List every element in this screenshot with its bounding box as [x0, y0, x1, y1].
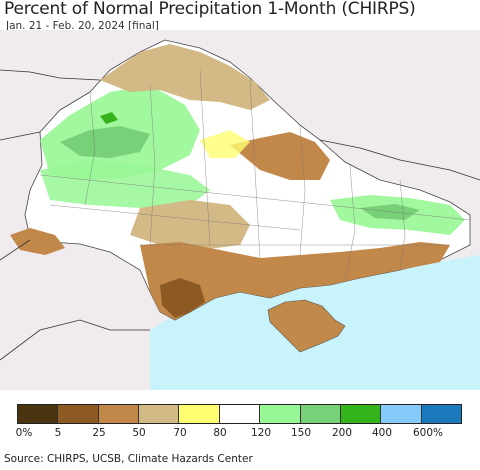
- neighbour-border-north: [0, 69, 480, 361]
- legend-labels: 0% 5 25 50 70 80 120 150 200 400 600%: [0, 427, 480, 441]
- legend-label: 0%: [15, 427, 33, 439]
- legend-label: 70: [173, 427, 187, 439]
- legend-swatch: [18, 405, 59, 423]
- legend-label: 150: [290, 427, 312, 439]
- crimea-peninsula: [267, 299, 346, 353]
- dry-region-northeast: [230, 132, 330, 180]
- legend-label: 25: [92, 427, 106, 439]
- legend-swatch: [421, 405, 461, 423]
- legend-color-bar: [17, 404, 462, 424]
- wet-region-east-dark: [360, 204, 420, 220]
- wet-spot: [100, 112, 118, 124]
- legend-swatch: [98, 405, 140, 423]
- legend-swatch: [340, 405, 382, 423]
- wet-region-northwest-dark: [60, 126, 150, 158]
- legend-swatch: [139, 405, 180, 423]
- legend-label: 200: [331, 427, 353, 439]
- legend-label: 120: [250, 427, 272, 439]
- dry-region-central: [130, 200, 250, 250]
- legend-swatch: [381, 405, 422, 423]
- precipitation-map: [0, 30, 480, 390]
- legend-label: 80: [213, 427, 227, 439]
- map-subtitle: Jan. 21 - Feb. 20, 2024 [final]: [6, 20, 159, 32]
- legend-swatch: [58, 405, 99, 423]
- map-title: Percent of Normal Precipitation 1-Month …: [4, 0, 416, 19]
- dry-region-west: [10, 228, 65, 255]
- legend-label: 5: [54, 427, 62, 439]
- dry-region-south: [140, 242, 450, 320]
- source-credit: Source: CHIRPS, UCSB, Climate Hazards Ce…: [4, 453, 253, 465]
- dry-region-north: [100, 44, 270, 110]
- legend-swatch: [219, 405, 261, 423]
- legend-label: 400: [371, 427, 393, 439]
- yellow-region: [200, 130, 250, 158]
- legend-swatch: [300, 405, 341, 423]
- legend-label: 50: [132, 427, 146, 439]
- oblast-borders: [39, 69, 471, 281]
- legend-label: 600%: [412, 427, 444, 439]
- legend-swatch: [260, 405, 301, 423]
- map-canvas: [0, 39, 480, 390]
- legend-swatch: [179, 405, 220, 423]
- dry-region-southwest-dark: [160, 278, 205, 318]
